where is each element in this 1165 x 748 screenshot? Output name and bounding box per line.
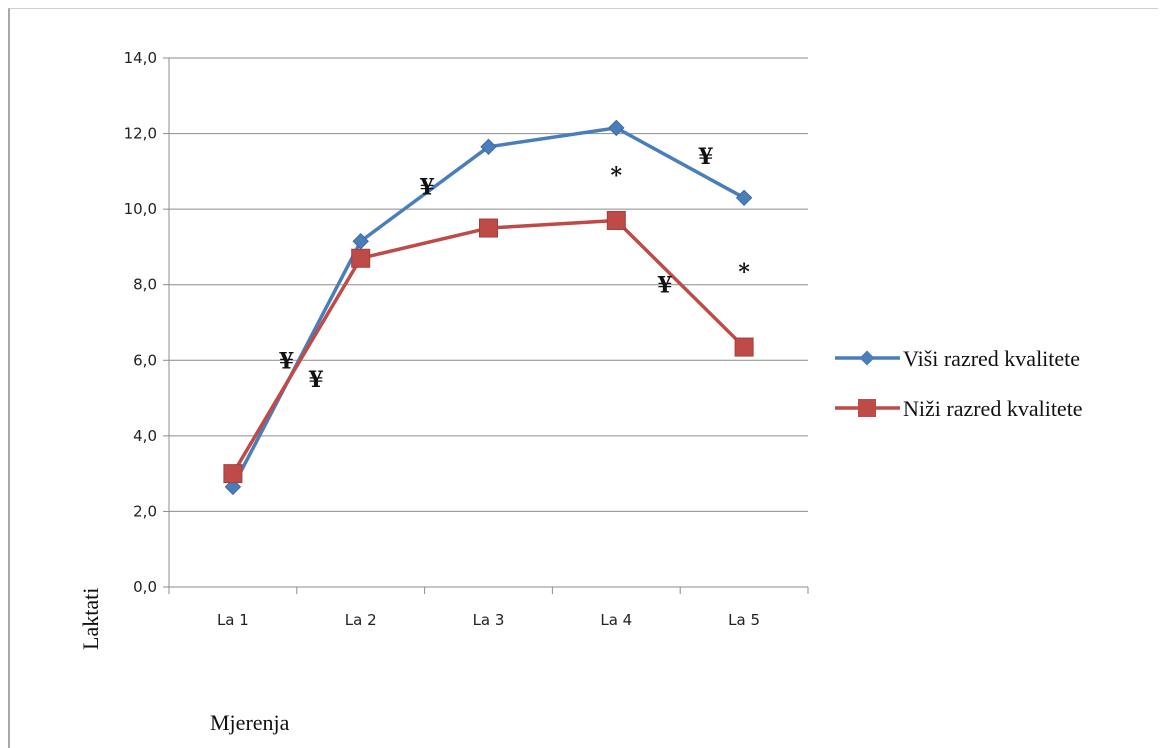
- x-tick-label: La 1: [217, 611, 249, 629]
- data-point-diamond: [480, 138, 497, 156]
- yen-annotation: ¥: [419, 174, 434, 200]
- gridlines: [163, 57, 808, 588]
- y-tick-label: 0,0: [133, 578, 157, 596]
- y-tick-labels: 0,0 2,0 4,0 6,0 8,0 10,0 12,0 14,0: [124, 49, 157, 596]
- y-tick-label: 2,0: [133, 502, 157, 520]
- yen-annotation: ¥: [308, 367, 323, 393]
- legend: Viši razred kvalitete Niži razred kvalite…: [835, 346, 1083, 421]
- y-tick-label: 14,0: [124, 49, 157, 67]
- data-point-diamond: [735, 189, 753, 207]
- y-axis-title: Laktati: [78, 588, 103, 650]
- legend-label-2: Niži razred kvalitete: [903, 396, 1083, 421]
- chart-frame: [8, 8, 1158, 748]
- data-point-square: [479, 218, 498, 238]
- yen-annotation: ¥: [657, 273, 672, 299]
- x-tick-label: La 4: [600, 611, 632, 629]
- data-point-square: [606, 210, 626, 230]
- x-tick-label: La 2: [345, 611, 377, 629]
- asterisk-annotation: *: [738, 259, 750, 285]
- y-tick-label: 6,0: [133, 351, 157, 369]
- data-point-square: [223, 464, 243, 484]
- legend-marker-square: [858, 399, 876, 417]
- legend-marker-diamond: [859, 350, 875, 366]
- legend-label-1: Viši razred kvalitete: [903, 346, 1080, 371]
- data-point-square: [734, 337, 754, 357]
- y-tick-label: 12,0: [124, 125, 157, 143]
- x-axis-title: Mjerenja: [210, 710, 290, 735]
- y-tick-label: 8,0: [133, 276, 157, 294]
- series-line-1: [231, 126, 745, 488]
- data-point-square: [351, 248, 371, 268]
- significance-annotations: ¥ ¥ ¥ * ¥ ¥ *: [279, 144, 750, 393]
- axes: [168, 58, 809, 594]
- asterisk-annotation: *: [611, 163, 623, 189]
- data-point-diamond: [608, 119, 625, 137]
- data-point-diamond: [352, 233, 369, 250]
- yen-annotation: ¥: [279, 348, 294, 374]
- y-tick-label: 4,0: [133, 427, 157, 445]
- y-tick-label: 10,0: [124, 200, 157, 218]
- x-tick-label: La 3: [473, 611, 505, 629]
- x-tick-labels: La 1 La 2 La 3 La 4 La 5: [217, 611, 760, 629]
- series-lines: [223, 119, 754, 496]
- x-tick-label: La 5: [728, 611, 760, 629]
- yen-annotation: ¥: [698, 144, 713, 170]
